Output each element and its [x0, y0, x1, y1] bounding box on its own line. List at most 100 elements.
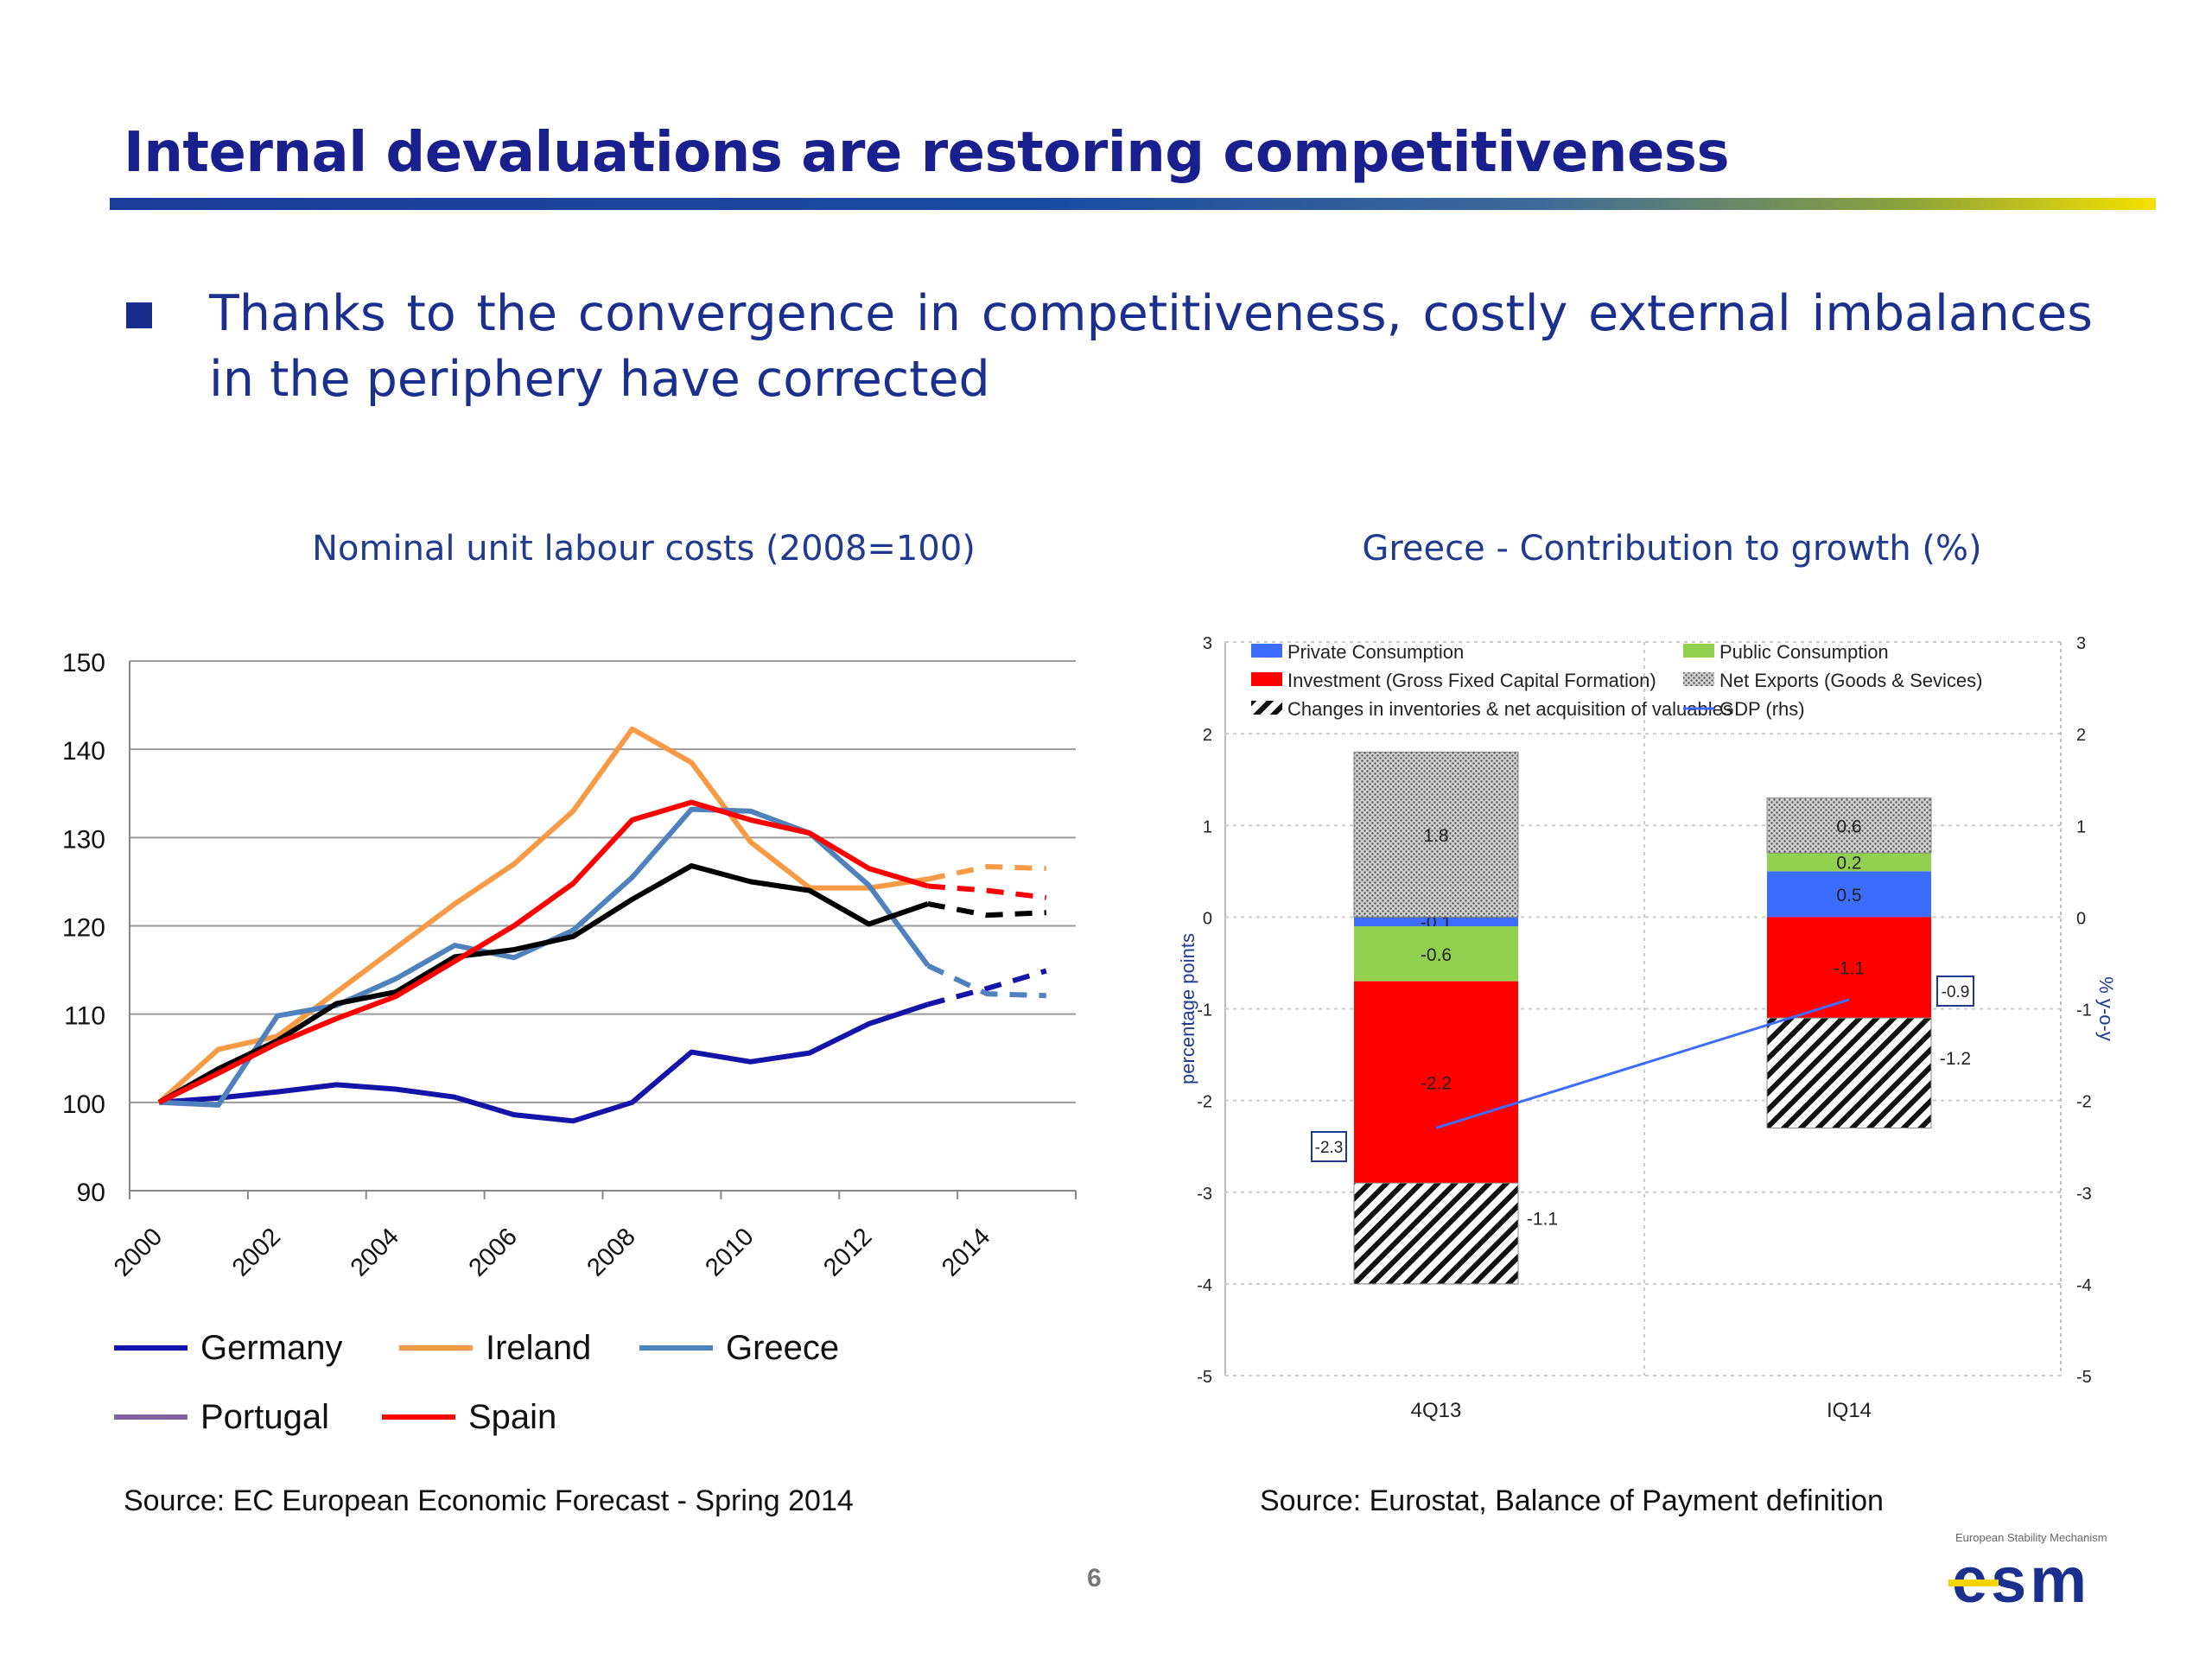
gdp-line — [1435, 998, 1850, 1129]
bar-label-private: 0.5 — [1836, 886, 1861, 906]
line-chart-group: 90 100 110 120 130 140 150 2000 2002 2004 2006 2008… — [62, 649, 1077, 1436]
y2-tick-label: -4 — [2076, 1276, 2092, 1295]
y2-tick-label: 3 — [2076, 634, 2086, 653]
legend-changes-swatch — [1251, 701, 1282, 715]
x-tick-label: 2002 — [227, 1223, 286, 1281]
x-category-label: 4Q13 — [1411, 1399, 1462, 1422]
page-number: 6 — [1087, 1564, 1102, 1592]
series-greece-line — [159, 806, 931, 1108]
right-source: Source: Eurostat, Balance of Payment def… — [1260, 1484, 1884, 1517]
x-tick-label: 2008 — [582, 1223, 640, 1281]
series-greece-forecast — [926, 963, 1046, 999]
series-germany-forecast — [927, 968, 1047, 1007]
bar-label-investment: -2.2 — [1421, 1073, 1452, 1093]
legend-net-swatch — [1683, 672, 1714, 686]
legend-greece-label: Greece — [726, 1329, 839, 1367]
series-portugal-forecast — [927, 901, 1046, 918]
slide-title: Internal devaluations are restoring comp… — [124, 121, 1730, 185]
y2-tick-label: -1 — [2076, 1001, 2092, 1020]
y-tick-label: 140 — [62, 737, 105, 766]
legend-investment-swatch — [1251, 672, 1282, 686]
y-tick-label: 1 — [1203, 817, 1212, 836]
bar-chart-group: -5 -5 -4 -4 -3 -3 -2 -2 -1 -1 0 0 1 1 2 2 3 3 percentage p… — [1177, 634, 2117, 1422]
bar-net-4Q13 — [1353, 751, 1519, 918]
bar-label-investment: -1.1 — [1834, 959, 1865, 979]
y2-tick-label: 0 — [2076, 909, 2086, 928]
y-tick-label: 150 — [62, 649, 105, 677]
bar-label-public: -0.6 — [1421, 945, 1452, 965]
legend-changes-label: Changes in inventories & net acquisition… — [1287, 698, 1732, 720]
x-tick-label: 2000 — [109, 1223, 168, 1281]
y2-tick-label: -3 — [2076, 1185, 2092, 1204]
bullet-text: Thanks to the convergence in competitive… — [209, 285, 2093, 408]
x-category-label: IQ14 — [1827, 1399, 1872, 1422]
y-tick-label: 110 — [64, 1002, 105, 1031]
right-chart-title: Greece - Contribution to growth (%) — [1362, 529, 1982, 569]
y-tick-label: -2 — [1197, 1093, 1212, 1112]
bar-label-changes: -1.2 — [1940, 1049, 1971, 1069]
bar-investment-IQ14 — [1767, 917, 1931, 1019]
y-tick-label: -3 — [1197, 1185, 1212, 1204]
y2-tick-label: -2 — [2076, 1093, 2092, 1112]
x-tick-label: 2014 — [937, 1223, 995, 1281]
bar-label-changes: -1.1 — [1527, 1210, 1558, 1230]
y-tick-label: 120 — [62, 914, 105, 943]
legend-private-swatch — [1251, 644, 1282, 658]
left-chart-title: Nominal unit labour costs (2008=100) — [312, 529, 976, 569]
series-germany-line — [158, 1001, 929, 1124]
series-portugal-line — [157, 863, 929, 1105]
x-tick-label: 2006 — [464, 1223, 523, 1281]
bar-investment-4Q13 — [1354, 981, 1518, 1184]
logo-yellow-bar — [1948, 1580, 1999, 1586]
y2-tick-label: -5 — [2076, 1368, 2092, 1387]
legend-spain-label: Spain — [468, 1398, 556, 1436]
legend-portugal-label: Portugal — [200, 1398, 329, 1436]
bar-private-4Q13 — [1354, 917, 1518, 926]
y2-axis-label: % y-o-y — [2095, 976, 2117, 1041]
bar-label-public: 0.2 — [1836, 854, 1861, 874]
x-tick-label: 2004 — [346, 1223, 404, 1281]
y-tick-label: -5 — [1197, 1368, 1212, 1387]
legend-gdp-label: GDP (rhs) — [1719, 698, 1805, 720]
legend-ireland-label: Ireland — [486, 1329, 591, 1367]
series-spain-line — [157, 799, 929, 1105]
y2-tick-label: 1 — [2076, 817, 2086, 836]
x-tick-label: 2012 — [818, 1223, 877, 1281]
y-axis-label: percentage points — [1177, 933, 1198, 1084]
bar-net-IQ14 — [1766, 797, 1932, 854]
esm-logo: European Stability Mechanism esm — [1948, 1531, 2107, 1616]
left-source: Source: EC European Economic Forecast - … — [124, 1484, 854, 1517]
y-tick-label: 2 — [1203, 726, 1212, 745]
series-ireland-line — [157, 726, 929, 1105]
bar-label-net: 1.8 — [1423, 826, 1448, 846]
y-tick-label: -4 — [1197, 1276, 1212, 1295]
bar-public-IQ14 — [1767, 853, 1931, 872]
title-rule — [110, 198, 2156, 210]
bar-changes-4Q13 — [1353, 1182, 1519, 1285]
series-spain-forecast — [927, 883, 1047, 900]
gdp-label-box — [1936, 976, 1974, 1007]
y-tick-label: 3 — [1203, 634, 1212, 653]
bar-changes-IQ14 — [1766, 1017, 1932, 1128]
x-tick-label: 2010 — [700, 1223, 759, 1281]
y-tick-label: 100 — [62, 1090, 105, 1119]
legend-private-label: Private Consumption — [1287, 641, 1464, 663]
legend-public-swatch — [1683, 644, 1714, 658]
y-tick-label: 90 — [77, 1179, 105, 1207]
y-tick-label: 130 — [62, 825, 105, 854]
gdp-label: -2.3 — [1315, 1139, 1344, 1157]
series-ireland-forecast — [927, 863, 1046, 882]
legend-germany-label: Germany — [200, 1329, 343, 1367]
y2-tick-label: 2 — [2076, 726, 2086, 745]
bullet-square — [126, 302, 152, 328]
y-tick-label: -1 — [1197, 1001, 1212, 1020]
bar-private-IQ14 — [1767, 871, 1931, 918]
legend-investment-label: Investment (Gross Fixed Capital Formatio… — [1287, 670, 1656, 691]
bar-public-4Q13 — [1354, 925, 1518, 982]
legend-net-label: Net Exports (Goods & Sevices) — [1719, 670, 1982, 691]
gdp-label: -0.9 — [1942, 983, 1970, 1001]
logo-tagline: European Stability Mechanism — [1955, 1531, 2107, 1544]
bar-label-net: 0.6 — [1836, 817, 1861, 836]
y-tick-label: 0 — [1203, 909, 1212, 928]
